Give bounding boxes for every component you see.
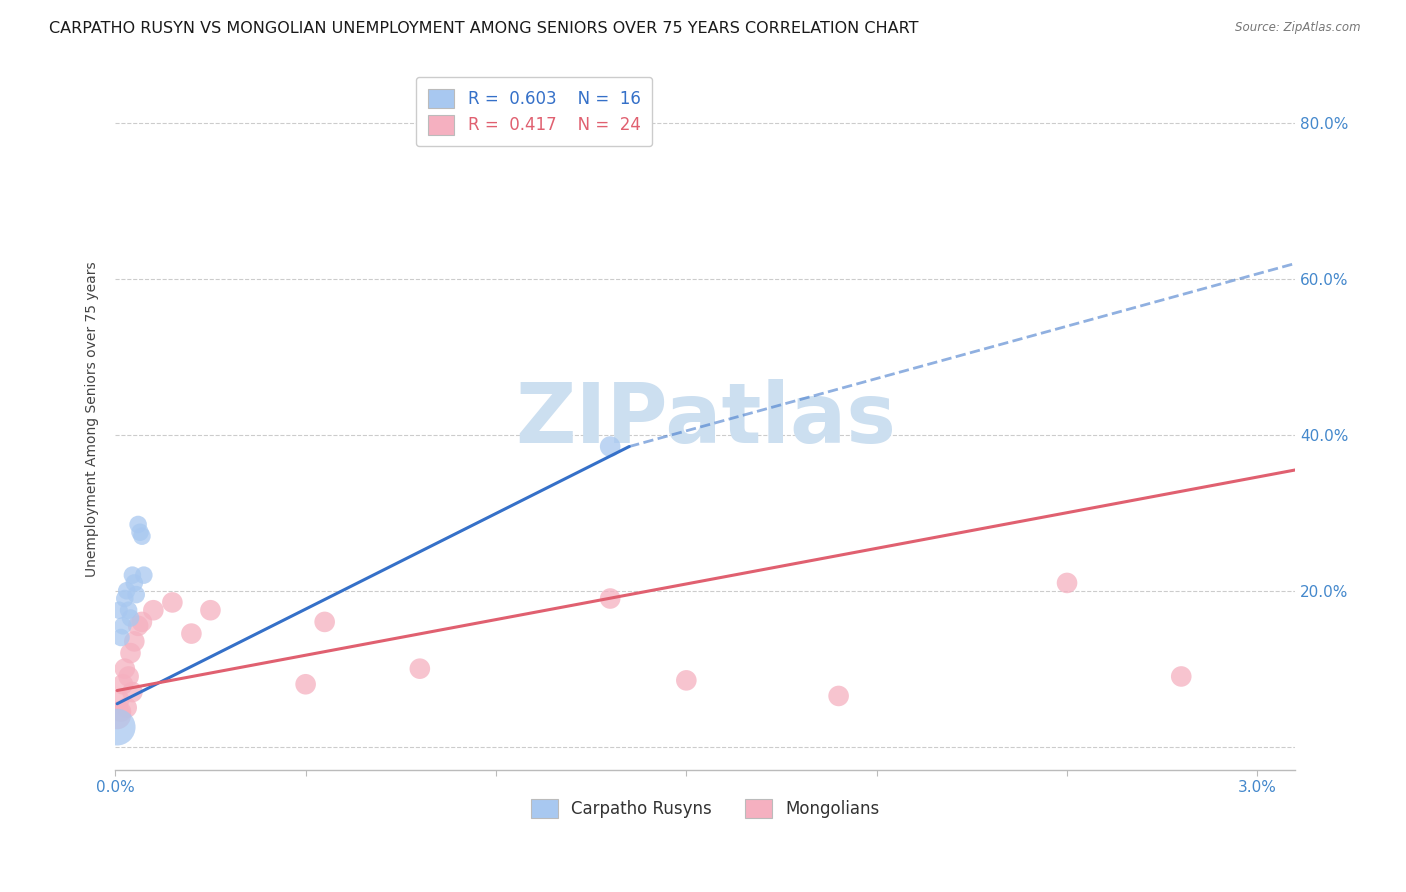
Point <box>180 626 202 640</box>
Point <box>115 700 138 714</box>
Point <box>120 646 142 660</box>
Point <box>114 591 136 606</box>
Point <box>110 631 132 645</box>
Point <box>132 568 155 582</box>
Point <box>120 611 142 625</box>
Point <box>124 576 146 591</box>
Point <box>105 720 128 734</box>
Point <box>200 603 222 617</box>
Point <box>115 583 138 598</box>
Point <box>127 619 149 633</box>
Text: Source: ZipAtlas.com: Source: ZipAtlas.com <box>1236 21 1361 34</box>
Point <box>121 685 143 699</box>
Point <box>127 517 149 532</box>
Point <box>108 693 131 707</box>
Point <box>827 689 849 703</box>
Y-axis label: Unemployment Among Seniors over 75 years: Unemployment Among Seniors over 75 years <box>86 261 100 577</box>
Point <box>105 708 128 723</box>
Point <box>599 440 621 454</box>
Text: ZIPatlas: ZIPatlas <box>515 379 896 459</box>
Point <box>1056 576 1078 591</box>
Point <box>599 591 621 606</box>
Point <box>117 669 139 683</box>
Point <box>111 619 134 633</box>
Point <box>124 634 146 648</box>
Point <box>142 603 165 617</box>
Point <box>131 615 153 629</box>
Point <box>294 677 316 691</box>
Point <box>114 662 136 676</box>
Point <box>121 568 143 582</box>
Point <box>125 588 148 602</box>
Text: CARPATHO RUSYN VS MONGOLIAN UNEMPLOYMENT AMONG SENIORS OVER 75 YEARS CORRELATION: CARPATHO RUSYN VS MONGOLIAN UNEMPLOYMENT… <box>49 21 918 36</box>
Point <box>675 673 697 688</box>
Point <box>117 603 139 617</box>
Point <box>108 603 131 617</box>
Point <box>110 705 132 719</box>
Point <box>162 595 184 609</box>
Point <box>1170 669 1192 683</box>
Point <box>409 662 432 676</box>
Point <box>131 529 153 543</box>
Legend: Carpatho Rusyns, Mongolians: Carpatho Rusyns, Mongolians <box>524 792 886 825</box>
Point <box>314 615 336 629</box>
Point <box>111 677 134 691</box>
Point <box>129 525 152 540</box>
